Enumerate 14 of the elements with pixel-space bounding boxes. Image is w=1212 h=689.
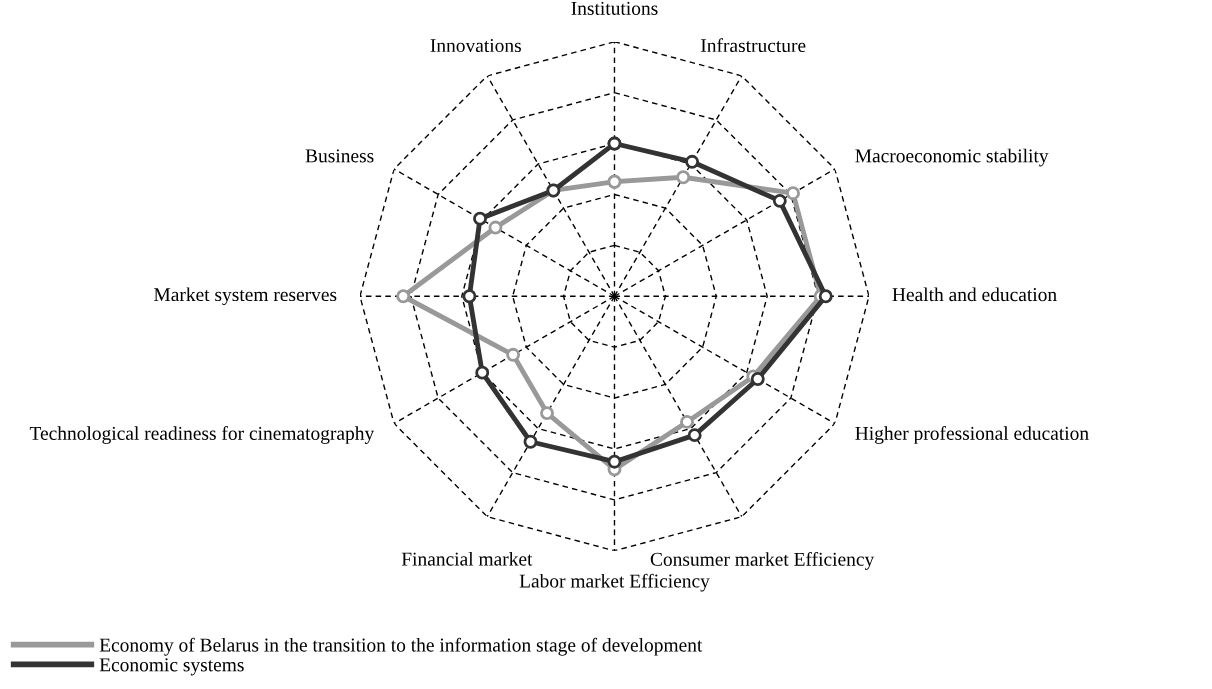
legend-label: Economic systems	[99, 658, 244, 676]
legend-label: Economy of Belarus in the transition to the information stage of development	[99, 637, 703, 656]
spoke-label: Market system reserves	[154, 287, 337, 306]
spoke-label: Consumer market Efficiency	[650, 551, 875, 570]
spoke-label: Higher professional education	[855, 426, 1089, 444]
spoke-label: Technological readiness for cinematography	[29, 426, 375, 444]
spoke-label: Institutions	[571, 1, 658, 15]
spoke-label: Innovations	[430, 38, 521, 53]
spoke-label: Macroeconomic stability	[855, 148, 1049, 167]
spoke-label: Health and education	[892, 287, 1057, 302]
spoke-label: Labor market Efficiency	[519, 573, 710, 592]
spoke-label: Infrastructure	[701, 38, 806, 53]
spoke-label: Business	[305, 149, 374, 163]
spoke-label: Financial market	[401, 551, 533, 566]
